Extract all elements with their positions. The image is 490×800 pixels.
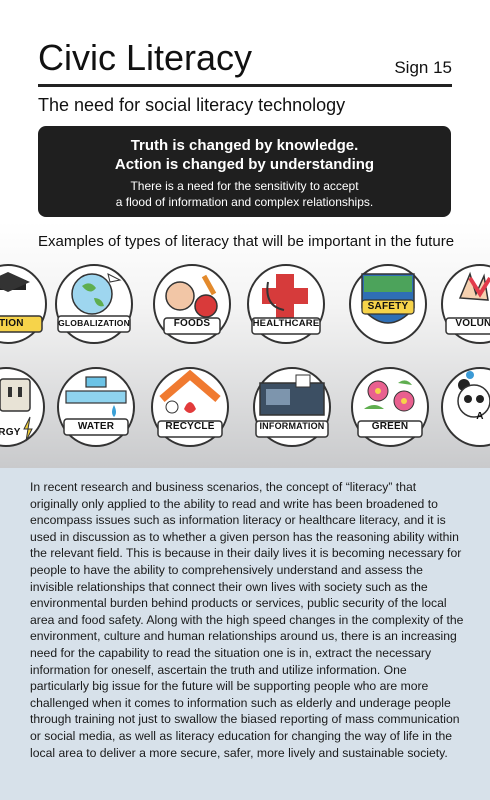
- panda-icon: [441, 367, 490, 447]
- power-outlet-icon: [0, 367, 45, 447]
- badge-label: GREEN: [371, 421, 409, 432]
- body-panel: [0, 468, 490, 800]
- badge-green: GREEN: [350, 365, 430, 449]
- title-divider: [38, 84, 452, 87]
- badge-globalization: GLOBALIZATION: [54, 262, 134, 346]
- badge-label: ATION: [0, 318, 24, 329]
- badge-education: ATION: [0, 262, 48, 346]
- badge-label: WATER: [77, 421, 115, 432]
- badge-volunteer: VOLUNTE: [440, 262, 490, 346]
- callout-heading-line1: Truth is changed by knowledge.: [130, 137, 359, 154]
- badge-label: FOODS: [173, 318, 211, 329]
- page-title: Civic Literacy: [38, 37, 253, 78]
- globe-plane-icon: [55, 264, 133, 344]
- badge-label: VOLUNTE: [455, 318, 490, 329]
- recycle-icon: [151, 367, 229, 447]
- badge-label: A: [476, 411, 484, 422]
- page-subtitle: The need for social literacy technology: [38, 95, 346, 115]
- water-pipe-icon: [57, 367, 135, 447]
- callout-body-line2: a flood of information and complex relat…: [115, 195, 374, 209]
- food-icon: [153, 264, 231, 344]
- badge-row-1: ATION GLOBALIZATION FOODS HEALTHCARE: [0, 262, 490, 352]
- medical-cross-icon: [247, 264, 325, 344]
- badge-label: RECYCLE: [165, 421, 215, 432]
- badge-healthcare: HEALTHCARE: [246, 262, 326, 346]
- badge-animals: A: [440, 365, 490, 449]
- badge-safety: SAFETY: [348, 262, 428, 346]
- callout-heading-line2: Action is changed by understanding: [114, 156, 375, 173]
- badge-label: HEALTHCARE: [252, 318, 320, 329]
- badge-row-2: ERGY WATER RECYCLE INFORMATION: [0, 365, 490, 455]
- callout-box: Truth is changed by knowledge. Action is…: [38, 126, 451, 217]
- badge-label: GLOBALIZATION: [58, 318, 130, 328]
- badge-label: SAFETY: [367, 301, 409, 312]
- badge-water: WATER: [56, 365, 136, 449]
- badge-information: INFORMATION: [252, 365, 332, 449]
- examples-heading: Examples of types of literacy that will …: [38, 233, 455, 250]
- badge-foods: FOODS: [152, 262, 232, 346]
- computer-icon: [253, 367, 331, 447]
- badge-label: ERGY: [0, 427, 21, 438]
- flower-icon: [351, 367, 429, 447]
- sign-number: Sign 15: [394, 58, 452, 77]
- body-paragraph: In recent research and business scenario…: [30, 480, 464, 760]
- graduation-cap-icon: [0, 264, 47, 344]
- badge-energy: ERGY: [0, 365, 46, 449]
- badge-recycle: RECYCLE: [150, 365, 230, 449]
- safety-shield-icon: [349, 264, 427, 344]
- callout-body-line1: There is a need for the sensitivity to a…: [130, 179, 359, 193]
- badge-label: INFORMATION: [259, 421, 325, 431]
- helping-hands-icon: [441, 264, 490, 344]
